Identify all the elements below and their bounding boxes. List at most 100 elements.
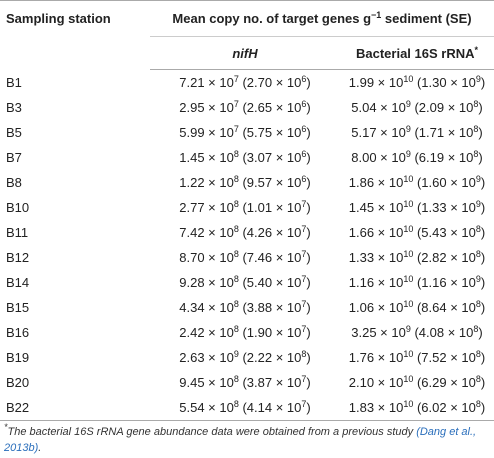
text: Mean copy no. of target genes g (172, 11, 372, 26)
superscript: 7 (301, 224, 307, 234)
nifh-cell: 5.54 × 108 (4.14 × 107) (150, 395, 340, 421)
table-row: B20 9.45 × 108 (3.87 × 107) 2.10 × 1010 (6… (0, 370, 494, 395)
rrna-header: Bacterial 16S rRNA* (340, 36, 494, 70)
superscript: 8 (473, 124, 479, 134)
text: ) (306, 200, 311, 215)
nifh-cell: 9.45 × 108 (3.87 × 107) (150, 370, 340, 395)
table-row: B8 1.22 × 108 (9.57 × 106) 1.86 × 1010 (1.… (0, 170, 494, 195)
superscript: 8 (475, 374, 481, 384)
text: (1.90 × 10 (238, 325, 302, 340)
superscript: 8 (233, 299, 239, 309)
text: 5.54 × 10 (179, 400, 234, 415)
text: ) (306, 100, 311, 115)
text: ) (480, 250, 486, 265)
nifh-cell: 2.77 × 108 (1.01 × 107) (150, 195, 340, 220)
superscript: 8 (233, 249, 239, 259)
text: ) (480, 75, 486, 90)
text: 7.42 × 10 (179, 225, 234, 240)
table-row: B14 9.28 × 108 (5.40 × 107) 1.16 × 1010 (1… (0, 270, 494, 295)
text: 1.76 × 10 (348, 350, 404, 365)
superscript: 8 (233, 324, 239, 334)
station-cell: B20 (6, 375, 30, 390)
text: 7.21 × 10 (179, 75, 234, 90)
superscript: 9 (405, 99, 411, 109)
nifh-cell: 1.45 × 108 (3.07 × 106) (150, 145, 340, 170)
footnote-text: The bacterial 16S rRNA gene abundance da… (7, 426, 417, 438)
superscript: 8 (473, 324, 479, 334)
text: (1.71 × 10 (410, 125, 474, 140)
mean-header: Mean copy no. of target genes g−1 sedime… (150, 0, 494, 37)
rrna-cell: 1.99 × 1010 (1.30 × 109) (340, 70, 494, 96)
text: 5.99 × 10 (179, 125, 234, 140)
header-row: nifH Bacterial 16S rRNA* (0, 36, 494, 70)
text: ) (480, 375, 486, 390)
text: (2.65 × 10 (238, 100, 302, 115)
superscript: 8 (475, 249, 481, 259)
text: (3.87 × 10 (238, 375, 302, 390)
superscript: 8 (475, 399, 481, 409)
superscript: 8 (473, 99, 479, 109)
superscript: 8 (233, 199, 239, 209)
text: (1.16 × 10 (413, 275, 476, 290)
rrna-cell: 3.25 × 109 (4.08 × 108) (340, 320, 494, 345)
station-cell: B5 (6, 125, 22, 140)
text: (8.64 × 10 (413, 300, 476, 315)
text: ) (480, 350, 486, 365)
superscript: 10 (403, 399, 414, 409)
nifh-cell: 1.22 × 108 (9.57 × 106) (150, 170, 340, 195)
station-cell: B16 (6, 325, 30, 340)
nifh-cell: 7.21 × 107 (2.70 × 106) (150, 70, 340, 96)
text: ) (480, 175, 486, 190)
table-row: B16 2.42 × 108 (1.90 × 107) 3.25 × 109 (4.… (0, 320, 494, 345)
superscript: 8 (233, 374, 239, 384)
rrna-cell: 1.16 × 1010 (1.16 × 109) (340, 270, 494, 295)
table-row: B7 1.45 × 108 (3.07 × 106) 8.00 × 109 (6.1… (0, 145, 494, 170)
superscript: 10 (403, 249, 414, 259)
table-body: B1 7.21 × 107 (2.70 × 106) 1.99 × 1010 (1.… (0, 70, 494, 421)
text: ) (478, 150, 483, 165)
text: 1.86 × 10 (348, 175, 404, 190)
text: ) (480, 225, 486, 240)
table-row: B22 5.54 × 108 (4.14 × 107) 1.83 × 1010 (6… (0, 395, 494, 421)
text: 3.25 × 10 (351, 325, 406, 340)
text: (1.33 × 10 (413, 200, 476, 215)
superscript: 9 (233, 349, 239, 359)
superscript: 9 (405, 124, 411, 134)
superscript: 9 (475, 74, 481, 84)
text: ) (478, 325, 483, 340)
text: ) (480, 275, 486, 290)
text: (6.29 × 10 (413, 375, 476, 390)
nifh-cell: 8.70 × 108 (7.46 × 107) (150, 245, 340, 270)
superscript: 10 (403, 74, 414, 84)
text: (4.14 × 10 (238, 400, 302, 415)
nifh-cell: 4.34 × 108 (3.88 × 107) (150, 295, 340, 320)
text: (6.02 × 10 (413, 400, 476, 415)
text: (6.19 × 10 (410, 150, 474, 165)
rrna-cell: 1.66 × 1010 (5.43 × 108) (340, 220, 494, 245)
superscript: −1 (371, 10, 382, 20)
text: ) (478, 125, 483, 140)
text: (5.40 × 10 (238, 275, 302, 290)
text: (2.70 × 10 (238, 75, 302, 90)
superscript: 8 (473, 149, 479, 159)
text: ) (306, 350, 311, 365)
station-cell: B22 (0, 395, 150, 421)
citation-link[interactable]: (Dang et al., 2013b) (4, 426, 477, 454)
superscript: 10 (403, 174, 414, 184)
nifh-cell: 2.63 × 109 (2.22 × 108) (150, 345, 340, 370)
text: 1.33 × 10 (348, 250, 404, 265)
text: (1.01 × 10 (238, 200, 302, 215)
superscript: 9 (475, 199, 481, 209)
data-table: Sampling station Mean copy no. of target… (0, 0, 494, 421)
superscript: 7 (301, 299, 307, 309)
superscript: 9 (475, 274, 481, 284)
nifh-cell: 2.95 × 107 (2.65 × 106) (150, 95, 340, 120)
table-row: B1 7.21 × 107 (2.70 × 106) 1.99 × 1010 (1.… (0, 70, 494, 96)
superscript: 8 (233, 174, 239, 184)
superscript: 7 (301, 249, 307, 259)
station-cell: B12 (6, 250, 30, 265)
rrna-cell: 1.86 × 1010 (1.60 × 109) (340, 170, 494, 195)
text: ) (480, 400, 486, 415)
text: 8.00 × 10 (351, 150, 406, 165)
text: ) (306, 300, 311, 315)
